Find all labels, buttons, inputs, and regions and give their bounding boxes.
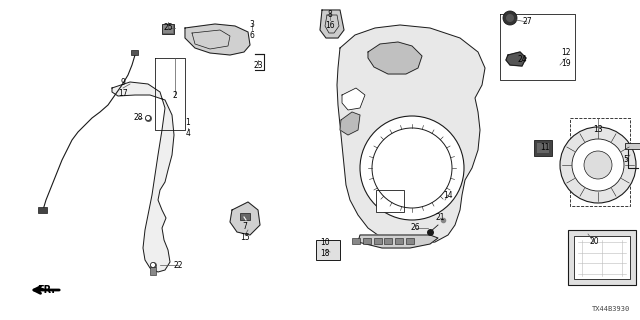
Bar	[534, 140, 552, 156]
Bar	[163, 25, 173, 33]
Text: 1
4: 1 4	[186, 118, 191, 138]
Bar	[38, 207, 47, 213]
Text: 2: 2	[173, 91, 177, 100]
Circle shape	[506, 14, 514, 22]
Circle shape	[150, 262, 156, 268]
Text: 21: 21	[435, 213, 445, 222]
Text: 3
6: 3 6	[250, 20, 255, 40]
Polygon shape	[320, 10, 344, 38]
Bar	[363, 238, 371, 244]
Text: 10
18: 10 18	[320, 238, 330, 258]
Bar	[316, 240, 340, 260]
Text: TX44B3930: TX44B3930	[592, 306, 630, 312]
Bar	[625, 143, 640, 149]
Circle shape	[572, 139, 624, 191]
Polygon shape	[112, 82, 174, 272]
Circle shape	[360, 116, 464, 220]
Text: 25: 25	[163, 23, 173, 33]
Polygon shape	[340, 112, 360, 135]
Polygon shape	[368, 42, 422, 74]
Bar	[396, 238, 403, 244]
Circle shape	[560, 127, 636, 203]
Text: 27: 27	[522, 18, 532, 27]
Text: 23: 23	[253, 60, 263, 69]
Polygon shape	[185, 24, 250, 55]
Polygon shape	[337, 25, 485, 245]
Text: 7
15: 7 15	[240, 222, 250, 242]
Bar	[374, 238, 381, 244]
Bar	[537, 143, 549, 153]
Text: 26: 26	[410, 223, 420, 233]
Text: 13: 13	[593, 125, 603, 134]
Bar	[406, 238, 414, 244]
Bar	[568, 230, 636, 285]
Circle shape	[503, 11, 517, 25]
Text: 12
19: 12 19	[561, 48, 571, 68]
Text: FR.: FR.	[37, 285, 55, 295]
Text: 28: 28	[133, 114, 143, 123]
Bar	[570, 118, 630, 206]
Text: 8
16: 8 16	[325, 10, 335, 30]
Bar	[376, 190, 404, 212]
Polygon shape	[342, 88, 365, 110]
Polygon shape	[506, 52, 526, 66]
Text: 20: 20	[589, 237, 599, 246]
Polygon shape	[230, 202, 260, 235]
Circle shape	[584, 151, 612, 179]
Text: 5: 5	[623, 156, 628, 164]
Bar	[574, 236, 630, 279]
Text: 14: 14	[443, 190, 453, 199]
Bar	[240, 213, 250, 220]
Circle shape	[145, 116, 150, 121]
Bar	[162, 24, 174, 34]
Text: 9
17: 9 17	[118, 78, 128, 98]
Bar	[352, 238, 360, 244]
Text: 22: 22	[173, 260, 183, 269]
Bar	[150, 267, 156, 275]
Polygon shape	[358, 235, 438, 248]
Bar	[131, 50, 138, 55]
Text: 11: 11	[540, 143, 550, 153]
Bar	[385, 238, 392, 244]
Text: 24: 24	[517, 55, 527, 65]
